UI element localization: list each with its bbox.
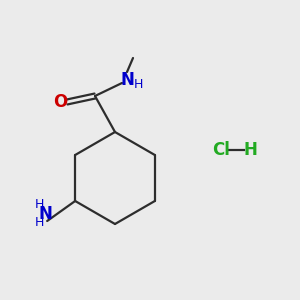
- Text: H: H: [34, 217, 44, 230]
- Text: N: N: [38, 205, 52, 223]
- Text: H: H: [133, 79, 143, 92]
- Text: H: H: [34, 199, 44, 212]
- Text: Cl: Cl: [212, 141, 230, 159]
- Text: O: O: [53, 93, 67, 111]
- Text: N: N: [120, 71, 134, 89]
- Text: H: H: [243, 141, 257, 159]
